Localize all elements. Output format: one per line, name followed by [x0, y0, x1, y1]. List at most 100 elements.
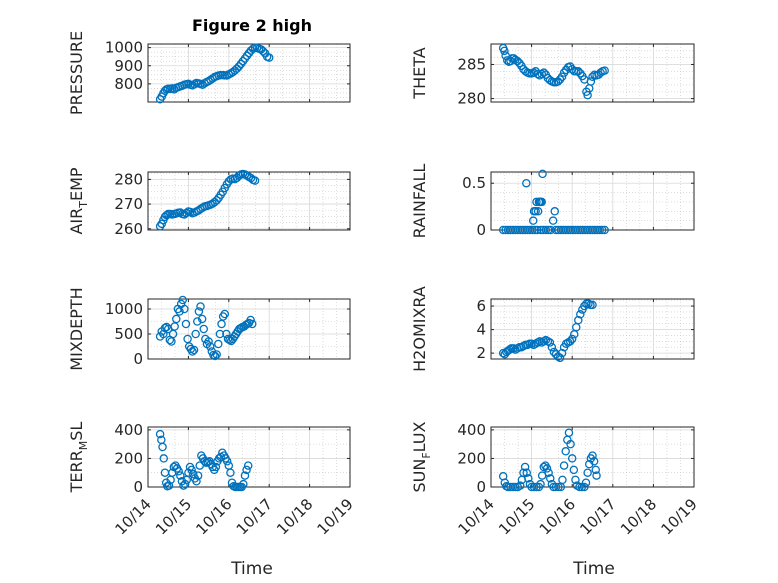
data-point	[530, 225, 540, 235]
data-point	[212, 196, 221, 205]
data-point	[155, 429, 165, 439]
y-tick-label: 800	[114, 75, 143, 93]
data-point	[209, 350, 218, 360]
data-point	[181, 319, 191, 329]
data-point	[524, 474, 533, 483]
panel-rainfall: 0 0.5 RAINFALL	[410, 164, 695, 239]
y-tick-label: 200	[457, 449, 486, 467]
data-point	[192, 477, 201, 486]
data-point	[551, 482, 561, 492]
data-point	[588, 300, 597, 310]
axes-box	[147, 298, 351, 360]
data-point	[243, 461, 253, 470]
x-tick-label: 10/14	[455, 495, 498, 538]
data-point	[533, 225, 542, 235]
y-axis-label-part: THETA	[410, 47, 429, 99]
data-point	[576, 310, 585, 319]
y-tick-label: 4	[476, 321, 486, 339]
x-tick-label: 10/17	[576, 495, 619, 538]
data-point	[547, 342, 557, 352]
y-tick-label: 2	[476, 344, 486, 362]
data-point	[239, 479, 248, 489]
x-tick-label: 10/16	[536, 495, 579, 538]
data-point	[546, 474, 555, 483]
data-point	[174, 467, 183, 476]
data-point	[567, 454, 577, 463]
data-point	[538, 169, 547, 179]
data-point	[189, 345, 199, 355]
data-point	[240, 471, 250, 480]
data-point	[511, 482, 520, 492]
data-point	[242, 465, 251, 475]
data-point	[564, 428, 574, 437]
data-point	[258, 47, 268, 56]
data-point	[205, 342, 215, 351]
data-point	[211, 462, 221, 472]
y-axis-label-part: F	[420, 452, 433, 458]
y-tick-label: 280	[457, 90, 486, 108]
data-point	[162, 322, 171, 332]
data-point	[176, 471, 185, 480]
y-axis-label-part: LUX	[410, 421, 429, 452]
data-point	[220, 309, 230, 319]
data-point	[533, 207, 543, 216]
data-point	[545, 338, 555, 347]
data-point	[565, 337, 575, 346]
y-axis-label: PRESSURE	[67, 31, 86, 115]
data-point	[247, 319, 257, 329]
data-point	[537, 197, 547, 207]
data-point	[519, 468, 528, 477]
data-point	[532, 197, 541, 207]
data-point	[588, 451, 597, 460]
data-point	[178, 295, 187, 305]
data-point	[531, 207, 540, 216]
y-tick-label: 285	[457, 55, 486, 73]
data-point	[554, 482, 563, 492]
data-point	[557, 348, 567, 358]
y-axis-label-part: MIXDEPTH	[67, 287, 86, 370]
y-axis-label: H2OMIXRA	[410, 286, 429, 372]
y-tick-label: 260	[114, 220, 143, 238]
y-tick-label: 6	[476, 297, 486, 315]
data-point	[596, 68, 605, 77]
data-point	[183, 334, 192, 344]
data-point	[158, 442, 167, 452]
data-point	[250, 176, 260, 185]
y-axis-label-part: EMP	[67, 167, 86, 201]
data-point	[591, 465, 600, 475]
panel-mixdepth: 0 500 1000 MIXDEPTH	[67, 287, 351, 371]
data-point	[210, 351, 220, 361]
data-point	[182, 475, 192, 485]
y-tick-label: 270	[114, 195, 143, 213]
y-tick-label: 0	[476, 478, 486, 496]
axes-box	[490, 43, 695, 103]
y-tick-label: 1000	[105, 300, 143, 318]
panel-h2omixra: 2 4 6 H2OMIXRA	[410, 286, 695, 372]
data-point	[581, 478, 591, 487]
axes-box	[490, 171, 695, 231]
data-point	[226, 468, 235, 477]
y-tick-label: 1000	[105, 39, 143, 57]
data-point	[542, 464, 552, 473]
data-point	[215, 329, 225, 339]
axes-box	[490, 298, 695, 360]
x-tick-label: 10/15	[495, 495, 538, 538]
data-point	[548, 216, 558, 225]
data-point	[537, 69, 547, 79]
data-point	[522, 468, 531, 477]
data-point	[536, 479, 545, 489]
data-point	[533, 69, 542, 79]
data-point	[559, 461, 569, 470]
data-point	[214, 339, 223, 349]
y-axis-label-part: H2OMIXRA	[410, 286, 429, 372]
data-point	[186, 207, 195, 217]
y-axis-label: THETA	[410, 47, 429, 99]
data-point	[264, 53, 274, 62]
data-point	[544, 468, 553, 477]
chart-title: Figure 2 high	[192, 16, 312, 35]
y-axis-label-part: AIR	[67, 208, 86, 235]
data-point	[558, 475, 567, 485]
y-axis-label-part: SUN	[410, 459, 429, 493]
x-axis-label-left: Time	[230, 559, 273, 579]
